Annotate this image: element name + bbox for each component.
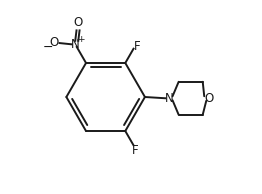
Text: F: F — [134, 40, 140, 53]
Text: N: N — [71, 38, 80, 51]
Text: +: + — [77, 35, 85, 44]
Text: F: F — [132, 144, 138, 157]
Text: O: O — [204, 92, 213, 105]
Text: N: N — [165, 92, 173, 105]
Text: −: − — [43, 41, 53, 54]
Text: O: O — [73, 16, 83, 29]
Text: O: O — [49, 36, 58, 49]
